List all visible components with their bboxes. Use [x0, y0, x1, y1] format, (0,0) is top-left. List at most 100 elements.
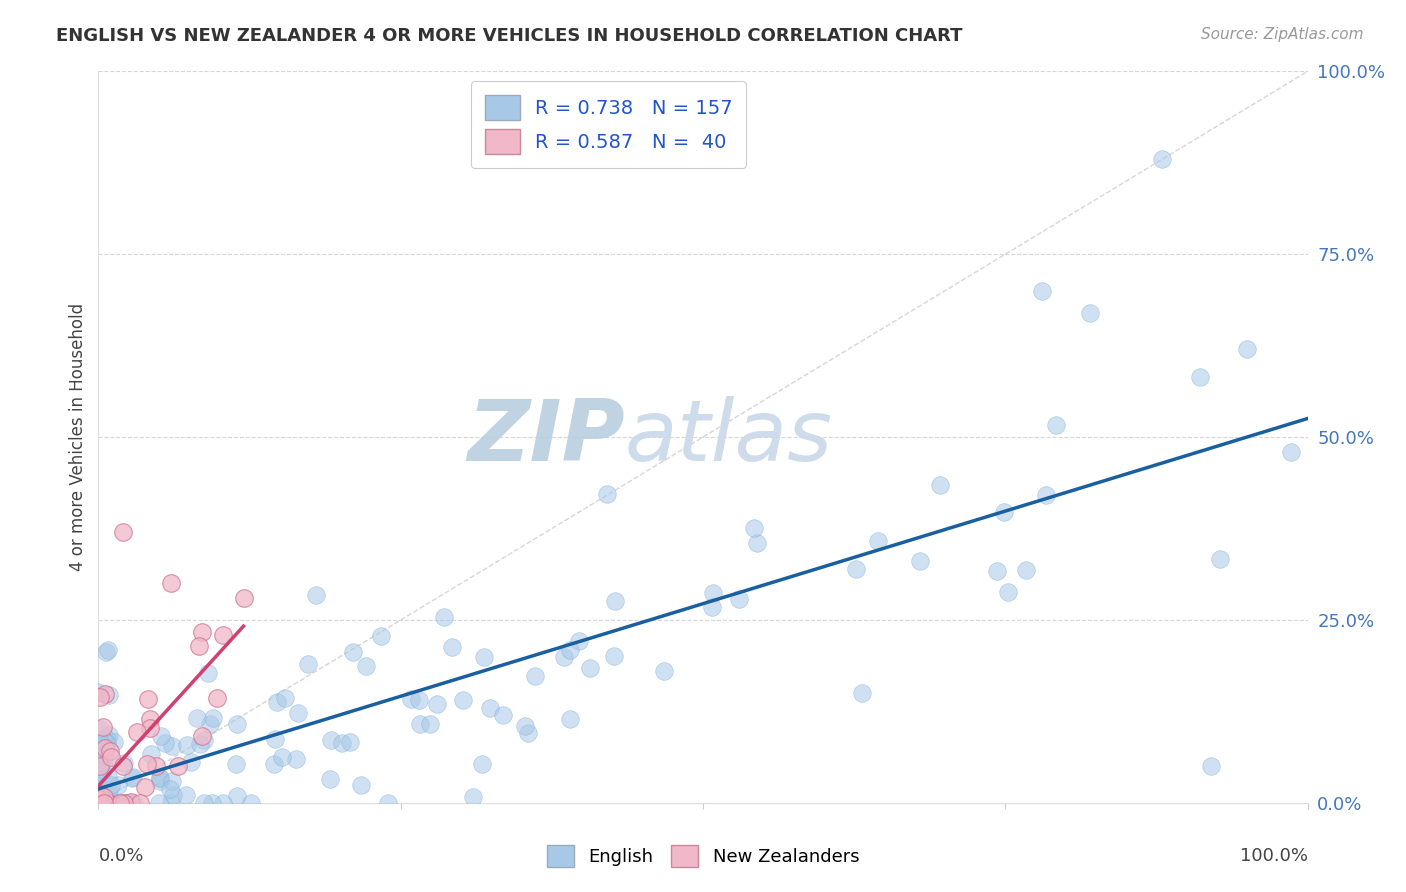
Point [122, 771, 145, 785]
Point [87, 791, 110, 805]
Point [96, 645, 118, 659]
Point [89, 759, 111, 773]
Point [87, 796, 110, 810]
Point [93, 796, 115, 810]
Point [139, 712, 162, 726]
Point [87, 795, 110, 809]
Point [603, 594, 626, 608]
Point [517, 726, 540, 740]
Point [111, 525, 134, 540]
Y-axis label: 4 or more Vehicles in Household: 4 or more Vehicles in Household [69, 303, 87, 571]
Point [993, 505, 1015, 519]
Point [523, 669, 546, 683]
Point [87, 796, 110, 810]
Point [87, 796, 110, 810]
Point [97, 796, 120, 810]
Text: 100.0%: 100.0% [1240, 847, 1308, 864]
Point [578, 660, 600, 674]
Point [1188, 370, 1211, 384]
Point [226, 717, 249, 731]
Point [97, 769, 120, 783]
Point [553, 649, 575, 664]
Point [702, 586, 724, 600]
Point [87, 796, 110, 810]
Point [986, 564, 1008, 578]
Point [321, 733, 343, 747]
Point [93, 796, 115, 810]
Point [560, 712, 582, 726]
Point [515, 719, 537, 733]
Point [1279, 445, 1302, 459]
Point [200, 716, 222, 731]
Point [89, 796, 111, 810]
Point [180, 755, 202, 769]
Point [103, 734, 125, 748]
Point [97, 796, 120, 810]
Point [845, 562, 868, 576]
Point [94, 749, 117, 764]
Point [90, 766, 112, 780]
Point [700, 599, 723, 614]
Point [87, 794, 110, 808]
Point [100, 778, 122, 792]
Point [135, 756, 157, 771]
Point [149, 774, 172, 789]
Point [868, 534, 890, 549]
Point [558, 643, 581, 657]
Point [212, 628, 235, 642]
Point [409, 717, 432, 731]
Point [212, 796, 235, 810]
Point [603, 648, 626, 663]
Point [742, 521, 765, 535]
Point [112, 796, 135, 810]
Point [97, 642, 120, 657]
Point [87, 796, 110, 810]
Point [97, 796, 120, 810]
Point [350, 779, 373, 793]
Point [100, 750, 122, 764]
Point [91, 796, 114, 810]
Point [287, 706, 309, 720]
Point [419, 716, 441, 731]
Point [108, 796, 131, 810]
Point [997, 584, 1019, 599]
Point [96, 796, 118, 810]
Point [89, 796, 111, 810]
Point [89, 796, 111, 810]
Point [568, 634, 591, 648]
Point [127, 725, 149, 739]
Point [87, 796, 110, 810]
Point [117, 796, 139, 810]
Point [910, 554, 932, 568]
Point [93, 760, 115, 774]
Point [153, 736, 176, 750]
Point [370, 629, 392, 643]
Point [188, 737, 211, 751]
Point [305, 588, 328, 602]
Point [461, 790, 484, 805]
Point [162, 789, 184, 803]
Point [96, 796, 118, 810]
Point [87, 743, 110, 757]
Point [399, 692, 422, 706]
Point [121, 771, 143, 785]
Point [89, 796, 111, 810]
Point [193, 733, 215, 747]
Point [89, 796, 111, 810]
Point [112, 756, 135, 771]
Point [426, 698, 449, 712]
Point [87, 792, 110, 806]
Point [149, 771, 172, 785]
Point [145, 758, 167, 772]
Point [239, 796, 262, 810]
Point [264, 731, 287, 746]
Point [1015, 563, 1038, 577]
Point [186, 711, 208, 725]
Point [596, 487, 619, 501]
Point [139, 721, 162, 735]
Point [91, 720, 114, 734]
Point [120, 795, 142, 809]
Point [107, 778, 129, 792]
Point [93, 746, 115, 760]
Point [91, 796, 114, 810]
